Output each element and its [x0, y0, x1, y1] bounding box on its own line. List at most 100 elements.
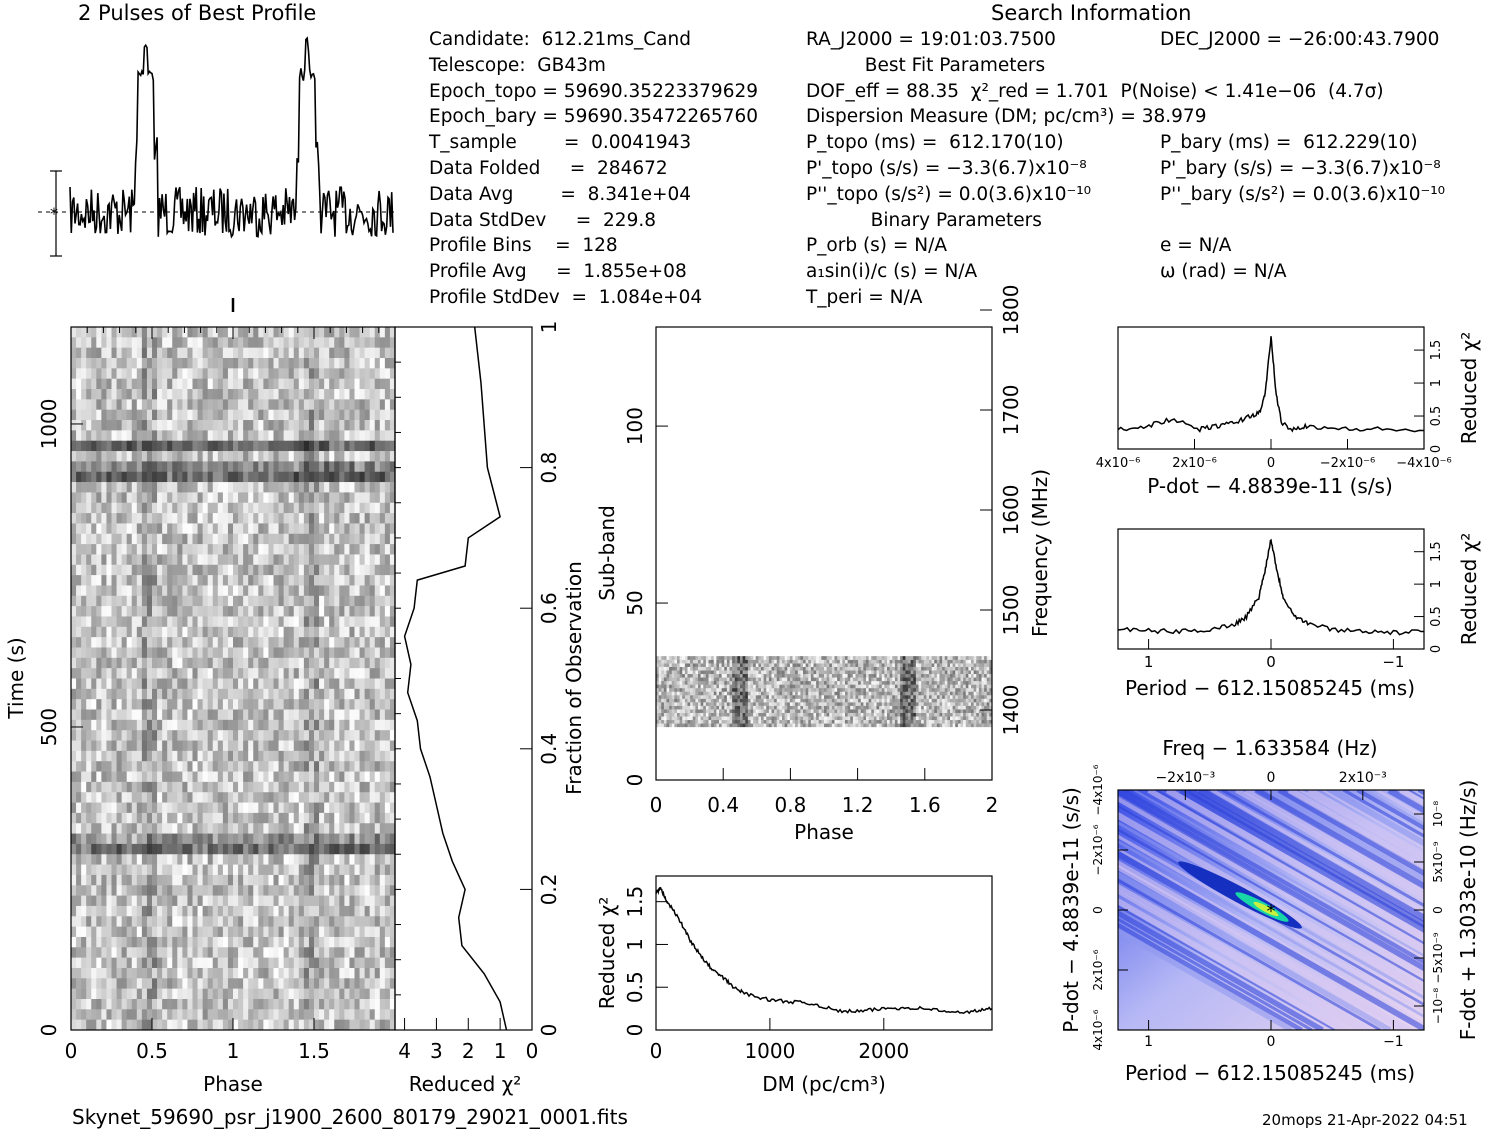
heatmap-cell: [131, 554, 138, 566]
heatmap-cell: [182, 864, 188, 876]
heatmap-cell: [288, 358, 295, 369]
heatmap-cell: [146, 533, 153, 545]
heatmap-cell: [805, 712, 809, 717]
heatmap-cell: [106, 482, 112, 493]
heatmap-cell: [278, 885, 285, 896]
heatmap-cell: [379, 389, 386, 400]
heatmap-cell: [106, 606, 112, 617]
heatmap-cell: [202, 606, 209, 617]
heatmap-cell: [248, 347, 254, 359]
heatmap-cell: [248, 988, 254, 1000]
heatmap-cell: [334, 482, 340, 493]
heatmap-cell: [86, 936, 92, 948]
heatmap-cell: [263, 719, 269, 731]
heatmap-cell: [369, 802, 376, 814]
heatmap-cell: [243, 585, 249, 597]
heatmap-cell: [238, 709, 244, 721]
heatmap-cell: [303, 1019, 310, 1030]
heatmap-cell: [111, 575, 117, 586]
heatmap-cell: [76, 575, 82, 586]
heatmap-cell: [986, 716, 990, 721]
heatmap-cell: [952, 712, 956, 717]
heatmap-cell: [253, 792, 259, 803]
heatmap-cell: [157, 358, 163, 369]
heatmap-cell: [803, 723, 807, 728]
heatmap-cell: [384, 657, 391, 669]
heatmap-cell: [278, 926, 285, 938]
heatmap-cell: [207, 482, 214, 493]
heatmap-cell: [91, 1019, 97, 1030]
heatmap-cell: [253, 595, 259, 607]
heatmap-cell: [339, 957, 345, 969]
heatmap-cell: [308, 988, 315, 1000]
heatmap-cell: [892, 719, 896, 724]
heatmap-cell: [217, 554, 224, 566]
heatmap-cell: [774, 719, 778, 724]
heatmap-cell: [273, 337, 279, 348]
heatmap-cell: [308, 626, 315, 638]
heatmap-cell: [319, 626, 325, 638]
heatmap-cell: [91, 544, 97, 555]
heatmap-cell: [359, 926, 366, 938]
heatmap-cell: [258, 337, 264, 348]
heatmap-cell: [324, 843, 330, 855]
heatmap-cell: [167, 347, 173, 359]
heatmap-cell: [121, 337, 128, 348]
heatmap-cell: [339, 440, 345, 452]
heatmap-cell: [324, 544, 330, 555]
heatmap-cell: [227, 399, 234, 411]
heatmap-cell: [192, 947, 198, 958]
heatmap-cell: [116, 368, 123, 379]
heatmap-cell: [227, 626, 234, 638]
heatmap-cell: [314, 740, 320, 752]
heatmap-cell: [384, 988, 391, 1000]
heatmap-cell: [349, 440, 355, 452]
heatmap-cell: [172, 967, 178, 979]
heatmap-cell: [740, 712, 744, 717]
heatmap-cell: [766, 719, 770, 724]
heatmap-cell: [344, 719, 350, 731]
heatmap-cell: [253, 347, 259, 359]
heatmap-cell: [374, 895, 381, 907]
heatmap-cell: [273, 823, 279, 834]
heatmap-cell: [349, 482, 355, 493]
heatmap-cell: [136, 637, 143, 648]
heatmap-cell: [126, 864, 133, 876]
heatmap-cell: [359, 368, 366, 379]
heatmap-cell: [768, 719, 772, 724]
heatmap-cell: [101, 678, 107, 690]
heatmap-cell: [248, 471, 254, 483]
heatmap-cell: [101, 368, 107, 379]
heatmap-cell: [96, 802, 102, 814]
heatmap-cell: [71, 926, 77, 938]
heatmap-cell: [238, 781, 244, 793]
heatmap-cell: [339, 678, 345, 690]
heatmap-cell: [955, 719, 959, 724]
heatmap-cell: [273, 802, 279, 814]
heatmap-cell: [293, 554, 300, 566]
heatmap-cell: [379, 575, 386, 586]
heatmap-cell: [162, 440, 168, 452]
heatmap-cell: [172, 327, 178, 338]
heatmap-cell: [384, 358, 391, 369]
heatmap-cell: [76, 616, 82, 628]
heatmap-cell: [737, 719, 741, 724]
heatmap-cell: [106, 864, 112, 876]
heatmap-cell: [268, 327, 274, 338]
heatmap-cell: [724, 723, 728, 728]
heatmap-cell: [76, 936, 82, 948]
heatmap-cell: [227, 482, 234, 493]
heatmap-cell: [258, 781, 264, 793]
heatmap-cell: [146, 740, 153, 752]
heatmap-cell: [369, 885, 376, 896]
heatmap-cell: [884, 712, 888, 717]
heatmap-cell: [172, 885, 178, 896]
heatmap-cell: [268, 854, 274, 865]
heatmap-cell: [837, 716, 841, 721]
heatmap-cell: [187, 926, 193, 938]
heatmap-cell: [192, 368, 198, 379]
heatmap-cell: [879, 719, 883, 724]
heatmap-cell: [243, 947, 249, 958]
heatmap-cell: [207, 451, 214, 462]
heatmap-cell: [268, 781, 274, 793]
